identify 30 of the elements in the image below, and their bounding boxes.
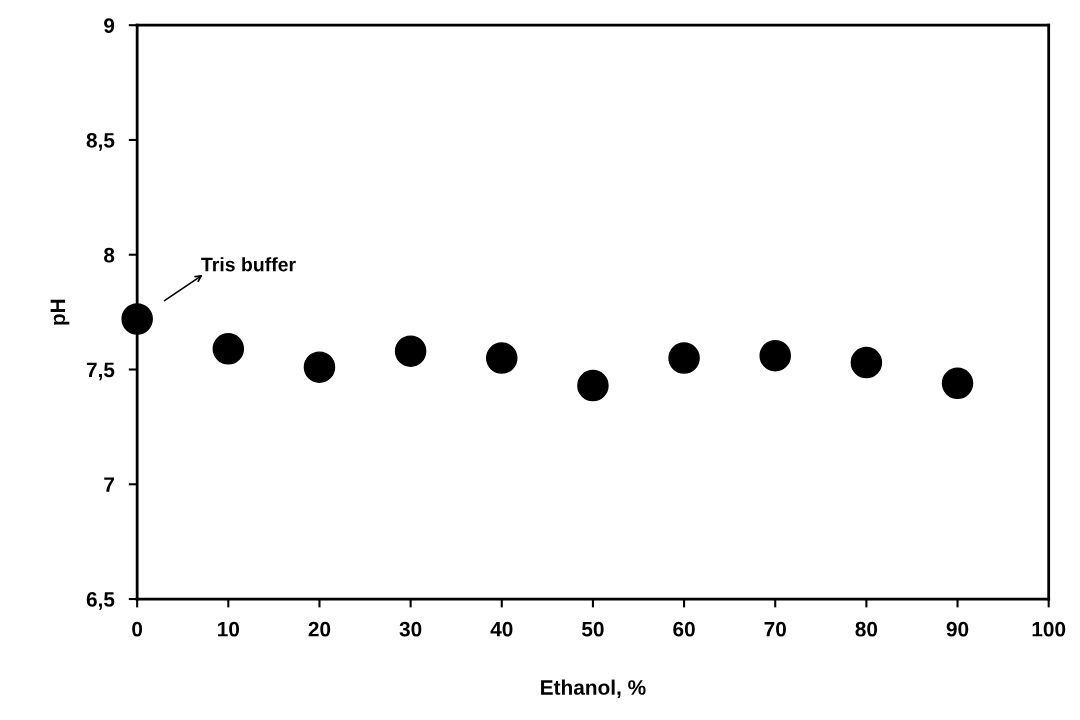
- x-tick-label: 100: [1032, 621, 1066, 637]
- x-tick-label: 70: [764, 621, 786, 637]
- y-tick-label: 7: [104, 477, 115, 492]
- point: [486, 342, 518, 374]
- x-tick-label: 60: [673, 621, 695, 637]
- x-tick-label: 30: [399, 621, 422, 637]
- point: [941, 367, 974, 400]
- point: [303, 351, 336, 383]
- x-tick-label: 40: [490, 621, 513, 637]
- x-tick-label: 10: [218, 621, 240, 637]
- y-tick-label: 8,5: [86, 132, 115, 151]
- x-tick-label: 80: [855, 621, 878, 637]
- annotation: Tris buffer: [201, 257, 296, 272]
- point: [759, 339, 791, 372]
- y-tick-label: 8: [104, 247, 115, 263]
- y-axis-title: pH: [50, 299, 70, 325]
- y-tick-label: 9: [104, 18, 115, 33]
- x-tick-label: 20: [308, 621, 331, 637]
- point: [850, 346, 883, 379]
- point: [577, 369, 609, 402]
- y-tick-label: 7,5: [86, 362, 115, 381]
- point: [394, 335, 427, 367]
- x-tick-label: 90: [946, 621, 969, 637]
- x-tick-label: 0: [132, 621, 143, 637]
- point: [212, 333, 245, 365]
- point: [668, 342, 700, 374]
- x-tick-label: 50: [581, 621, 604, 637]
- y-tick-label: 6,5: [86, 592, 115, 610]
- x-axis-title: Ethanol, %: [541, 679, 646, 698]
- point: [121, 303, 153, 335]
